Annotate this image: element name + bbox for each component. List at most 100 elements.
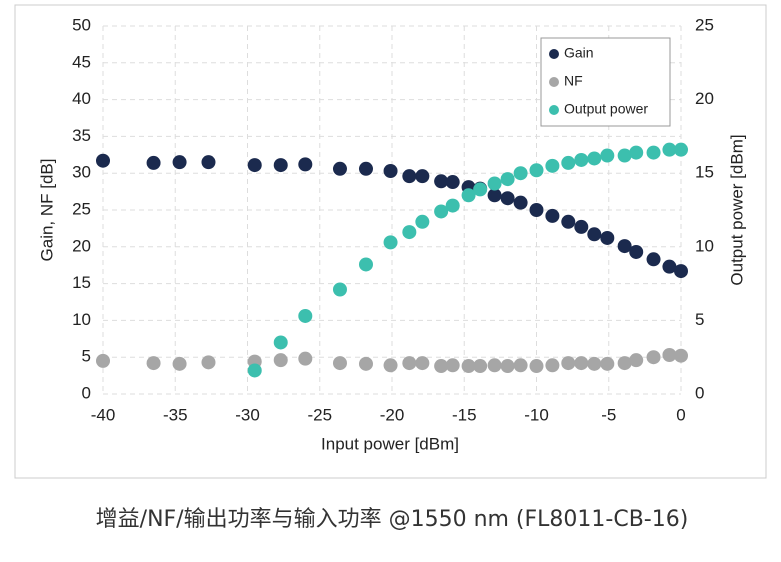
data-point (500, 359, 515, 374)
data-point (96, 153, 110, 168)
data-point (358, 356, 373, 371)
data-point (172, 356, 187, 371)
y-tick-label: 50 (72, 15, 91, 34)
data-point (487, 176, 502, 191)
data-point (273, 158, 288, 173)
y2-tick-label: 0 (695, 383, 704, 402)
data-point (561, 155, 576, 170)
x-tick-label: -15 (452, 405, 477, 424)
y-axis-label: Gain, NF [dB] (37, 159, 56, 262)
x-tick-label: -5 (601, 405, 616, 424)
data-point (445, 175, 460, 190)
data-point (383, 358, 398, 373)
data-point (662, 142, 677, 157)
data-point (402, 356, 417, 371)
chart-border (14, 4, 767, 479)
legend-box (540, 37, 671, 127)
data-point (445, 198, 460, 213)
data-point (461, 359, 476, 374)
y2-tick-label: 25 (695, 15, 714, 34)
x-tick-label: -20 (380, 405, 405, 424)
data-point (201, 155, 216, 170)
data-point (617, 239, 632, 254)
data-point (415, 214, 430, 229)
data-point (487, 358, 502, 373)
y2-tick-label: 10 (695, 236, 714, 255)
data-point (146, 155, 161, 170)
data-point (298, 308, 313, 323)
x-tick-label: 0 (676, 405, 685, 424)
data-point (600, 356, 615, 371)
data-point (358, 257, 373, 272)
data-point (445, 358, 460, 373)
y2-tick-label: 20 (695, 89, 714, 108)
legend-label: NF (564, 73, 583, 89)
legend-marker (549, 105, 559, 115)
x-tick-label: -30 (235, 405, 260, 424)
data-point (617, 148, 632, 163)
data-point (646, 252, 661, 267)
data-point (402, 169, 417, 184)
y-tick-label: 30 (72, 163, 91, 182)
data-point (513, 358, 528, 373)
data-point (332, 356, 347, 371)
y2-tick-label: 15 (695, 163, 714, 182)
data-point (434, 359, 449, 374)
y-tick-label: 10 (72, 310, 91, 329)
y-tick-label: 35 (72, 126, 91, 145)
data-point (461, 188, 476, 203)
data-point (358, 161, 373, 176)
data-point (662, 259, 677, 274)
x-tick-label: -10 (524, 405, 549, 424)
data-point (600, 230, 615, 245)
data-point (172, 155, 187, 170)
data-point (146, 356, 161, 371)
data-point (646, 350, 661, 365)
data-point (629, 145, 644, 160)
data-point (513, 166, 528, 181)
x-tick-label: -35 (163, 405, 188, 424)
x-tick-label: -25 (307, 405, 332, 424)
data-point (646, 145, 661, 160)
data-point (662, 347, 677, 362)
data-point (587, 356, 602, 371)
data-point (332, 282, 347, 297)
data-point (561, 356, 576, 371)
data-point (273, 353, 288, 368)
data-point (402, 225, 417, 240)
data-point (529, 163, 544, 178)
y-tick-label: 40 (72, 89, 91, 108)
y2-tick-label: 5 (695, 310, 704, 329)
data-point (473, 182, 488, 197)
y-tick-label: 20 (72, 236, 91, 255)
x-tick-label: -40 (91, 405, 116, 424)
data-point (674, 264, 688, 279)
data-point (600, 148, 615, 163)
data-point (96, 353, 110, 368)
data-point (473, 359, 488, 374)
y-tick-label: 0 (82, 383, 91, 402)
data-point (545, 208, 560, 223)
data-point (545, 158, 560, 173)
data-point (561, 214, 576, 229)
data-point (529, 203, 544, 217)
legend-label: Gain (564, 45, 594, 61)
data-point (500, 191, 515, 206)
legend-marker (549, 49, 559, 59)
data-point (513, 195, 528, 210)
data-point (487, 188, 502, 203)
data-point (434, 204, 449, 219)
data-point (434, 174, 449, 189)
y-tick-label: 45 (72, 52, 91, 71)
data-point (383, 163, 398, 178)
data-point (629, 353, 644, 368)
data-point (273, 335, 288, 350)
data-point (383, 235, 398, 250)
y-tick-label: 15 (72, 273, 91, 292)
x-axis-label: Input power [dBm] (321, 434, 459, 453)
data-point (415, 356, 430, 371)
data-point (674, 142, 688, 157)
data-point (674, 348, 688, 363)
